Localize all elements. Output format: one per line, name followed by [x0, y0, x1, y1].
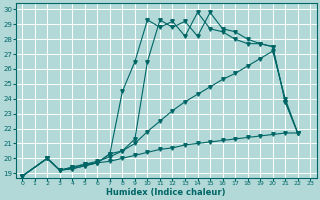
X-axis label: Humidex (Indice chaleur): Humidex (Indice chaleur): [107, 188, 226, 197]
